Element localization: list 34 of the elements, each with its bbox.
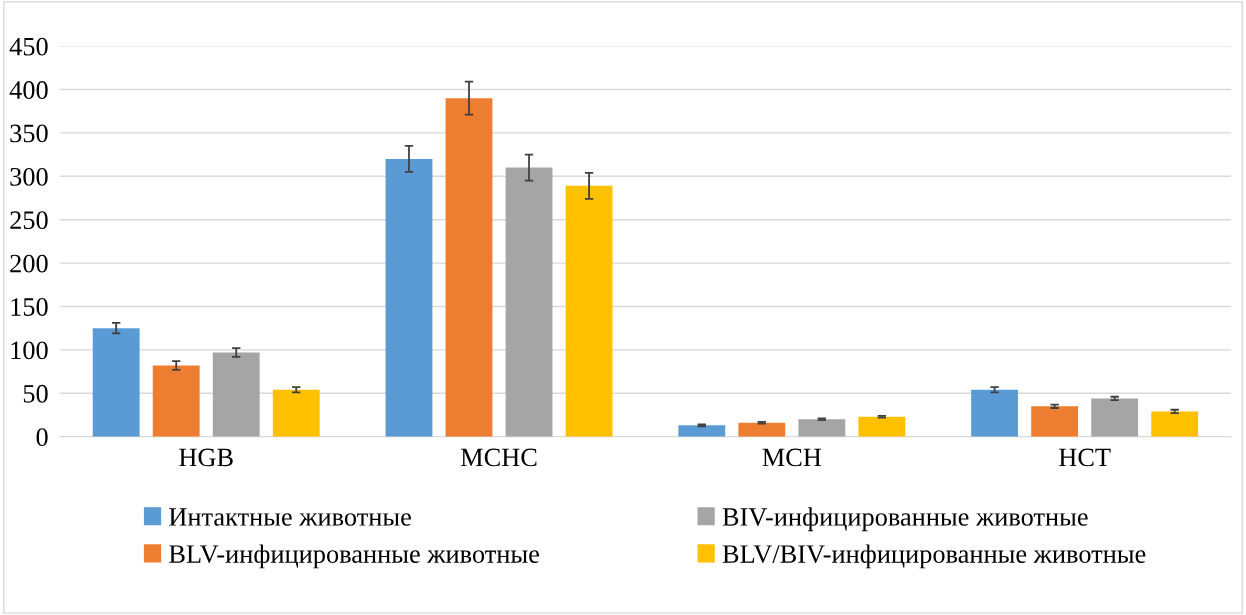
x-tick-label: MCH bbox=[762, 448, 822, 467]
bar bbox=[505, 167, 553, 437]
y-tick-label: 100 bbox=[11, 341, 48, 360]
bar bbox=[445, 98, 493, 437]
legend-label: Интактные животные bbox=[169, 508, 411, 526]
y-tick-label: 200 bbox=[10, 254, 48, 273]
y-tick-label: 300 bbox=[10, 167, 48, 186]
bar bbox=[212, 352, 260, 437]
bar bbox=[738, 422, 786, 437]
y-tick-label: 0 bbox=[36, 428, 48, 447]
legend-label: BLV-инфицированные животные bbox=[169, 544, 539, 569]
y-tick-label: 350 bbox=[10, 124, 48, 143]
bar bbox=[92, 328, 140, 437]
bar bbox=[385, 158, 433, 437]
bar bbox=[798, 419, 846, 437]
bar bbox=[565, 185, 613, 437]
y-tick-label: 150 bbox=[11, 298, 48, 316]
bar bbox=[1031, 406, 1079, 437]
x-tick-label: HCT bbox=[1059, 448, 1111, 467]
bar bbox=[858, 416, 906, 437]
bar bbox=[272, 389, 320, 437]
y-tick-label: 450 bbox=[9, 37, 48, 56]
bar bbox=[678, 425, 726, 437]
x-tick-label: MCHC bbox=[460, 448, 537, 467]
y-tick-label: 250 bbox=[10, 211, 48, 230]
legend-label: BIV-инфицированные животные bbox=[722, 507, 1088, 532]
y-tick-label: 50 bbox=[23, 384, 48, 403]
y-tick-label: 400 bbox=[9, 81, 48, 99]
x-tick-label: HGB bbox=[179, 448, 233, 467]
bar bbox=[152, 365, 200, 437]
legend-label: BLV/BIV-инфицированные животные bbox=[722, 544, 1146, 569]
bar bbox=[971, 389, 1019, 437]
bar bbox=[1091, 398, 1139, 437]
bar bbox=[1151, 411, 1199, 437]
